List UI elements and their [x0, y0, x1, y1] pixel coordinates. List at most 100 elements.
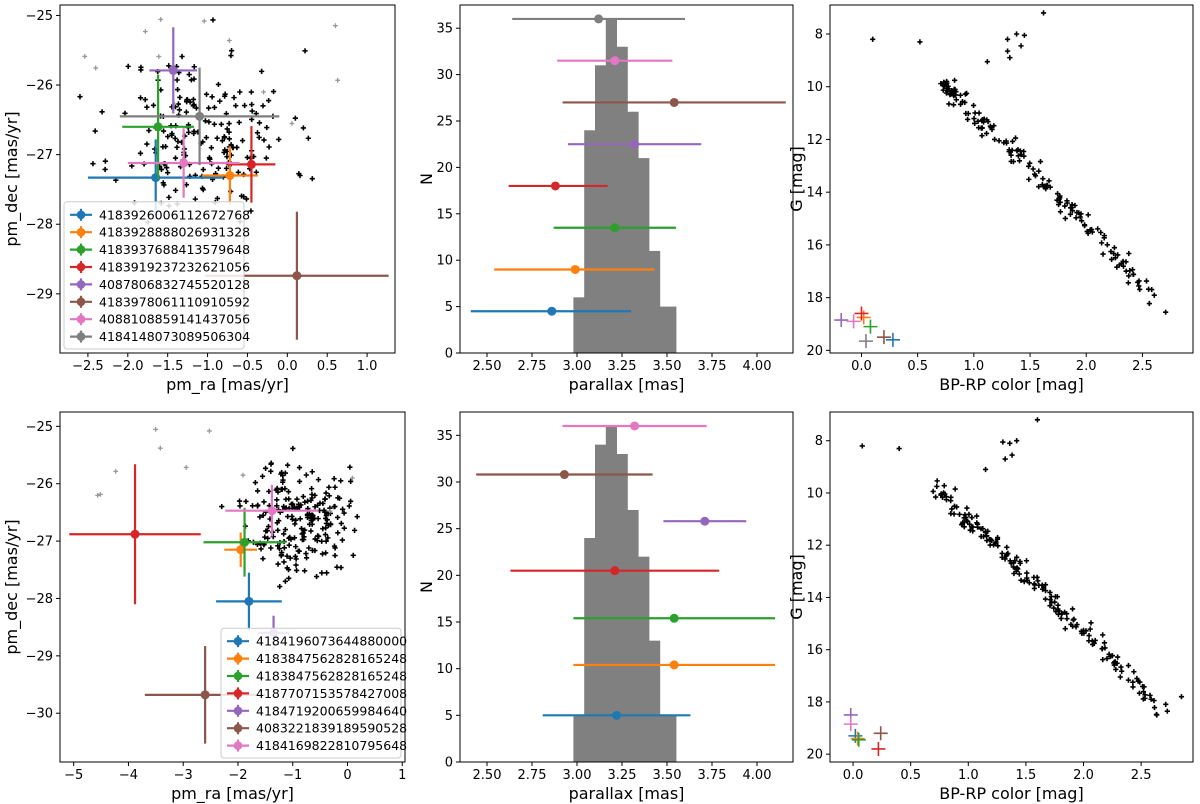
member-star-point	[233, 103, 239, 109]
y-tick-label: 14	[806, 591, 823, 606]
member-star-point	[237, 503, 243, 509]
member-star-point	[1052, 599, 1058, 605]
member-star-point	[1057, 209, 1064, 215]
member-star-point	[1088, 620, 1094, 626]
member-star-point	[1042, 588, 1049, 594]
member-star-point	[944, 88, 951, 94]
member-star-point	[1051, 605, 1057, 611]
member-star-point	[292, 521, 298, 527]
candidate-point	[179, 158, 189, 168]
member-star-point	[946, 101, 952, 107]
histogram-bar	[589, 538, 596, 762]
legend-label: 4088108859141437056	[99, 312, 250, 327]
member-star-point	[975, 118, 981, 124]
member-star-point	[296, 548, 302, 554]
member-star-point	[950, 102, 957, 108]
plot-area	[77, 17, 389, 340]
member-star-point	[282, 578, 288, 584]
member-star-point	[276, 546, 283, 552]
member-star-point	[1014, 554, 1020, 560]
candidate-point	[630, 139, 640, 149]
member-star-point	[984, 117, 990, 123]
member-star-point	[1100, 657, 1106, 663]
member-star-point	[223, 165, 230, 171]
member-star-point	[261, 499, 267, 505]
x-tick-label: 2.50	[473, 768, 502, 783]
member-star-point	[351, 527, 358, 533]
member-star-point	[1055, 201, 1062, 208]
panel-cmd-5: 0.0 0.5 1.0 1.5 2.0 2.5 8 10 12 14 16 18 20 BP-RP col…	[787, 411, 1194, 803]
member-star-point	[1111, 662, 1117, 668]
y-tick-label: 10	[436, 254, 453, 269]
histogram-bar	[584, 538, 590, 762]
member-star-point	[987, 123, 993, 129]
member-star-point	[983, 130, 990, 137]
candidate-point	[246, 159, 256, 169]
member-star-point	[1069, 202, 1075, 208]
member-star-point	[303, 472, 309, 478]
member-star-point	[1073, 624, 1079, 630]
member-star-point	[308, 497, 314, 503]
x-tick-label: 3.00	[563, 359, 592, 374]
legend-label: 4183926006112672768	[99, 207, 250, 222]
member-star-point	[222, 93, 228, 99]
member-star-point	[1107, 653, 1114, 660]
member-star-point	[281, 531, 287, 537]
member-star-point	[1016, 571, 1022, 577]
member-star-point	[959, 521, 965, 528]
member-star-point	[1101, 640, 1108, 646]
member-star-point	[315, 502, 321, 508]
legend-label: 4183928888026931328	[99, 225, 250, 240]
member-star-point	[1012, 135, 1019, 141]
member-star-point	[1067, 211, 1073, 217]
member-star-point	[260, 103, 266, 109]
member-star-point	[324, 570, 330, 576]
member-star-point	[1136, 283, 1142, 289]
member-star-point	[996, 138, 1002, 144]
x-tick-label: 1.0	[958, 768, 979, 783]
member-star-point	[286, 542, 292, 548]
member-star-point	[1064, 616, 1070, 622]
member-star-point	[214, 135, 220, 141]
member-star-point	[1062, 203, 1068, 209]
member-star-point	[1047, 603, 1053, 609]
axes-frame	[459, 4, 794, 354]
member-star-point	[1036, 168, 1042, 174]
member-star-point	[309, 547, 316, 553]
x-tick-label: −2.5	[72, 359, 104, 374]
y-tick-label: 20	[436, 569, 453, 584]
member-star-point	[276, 136, 282, 142]
member-star-point	[1114, 264, 1120, 270]
member-star-point	[314, 538, 320, 544]
histogram-bar	[649, 640, 655, 762]
member-star-point	[1126, 250, 1132, 257]
member-star-point	[1032, 171, 1038, 177]
x-tick-label: 1.5	[1016, 768, 1037, 783]
x-tick-label: 1.0	[964, 359, 985, 374]
x-tick-label: 0.0	[843, 768, 864, 783]
member-star-point	[262, 534, 268, 540]
candidate-point	[267, 506, 277, 516]
member-star-point	[274, 503, 280, 509]
y-tick-label: 8	[815, 28, 823, 43]
member-star-point	[259, 473, 266, 479]
member-star-point	[979, 133, 985, 139]
member-star-point	[950, 91, 956, 97]
member-star-point	[175, 138, 181, 145]
candidate-marker	[856, 310, 871, 325]
member-star-point	[236, 498, 243, 504]
y-tick-label: −28	[26, 218, 53, 233]
member-star-point	[285, 567, 292, 573]
member-star-point	[313, 573, 320, 580]
member-star-point	[1067, 205, 1074, 211]
y-tick-label: 15	[436, 207, 453, 222]
member-star-point	[217, 98, 223, 104]
member-star-point	[1054, 197, 1060, 203]
member-star-point	[1047, 184, 1053, 190]
legend-label: 4183937688413579648	[99, 242, 250, 257]
member-star-point	[332, 552, 338, 559]
member-star-point	[1034, 417, 1041, 423]
member-star-point	[1136, 690, 1142, 696]
member-star-point	[150, 102, 157, 108]
nonmember-star-point	[95, 493, 101, 498]
